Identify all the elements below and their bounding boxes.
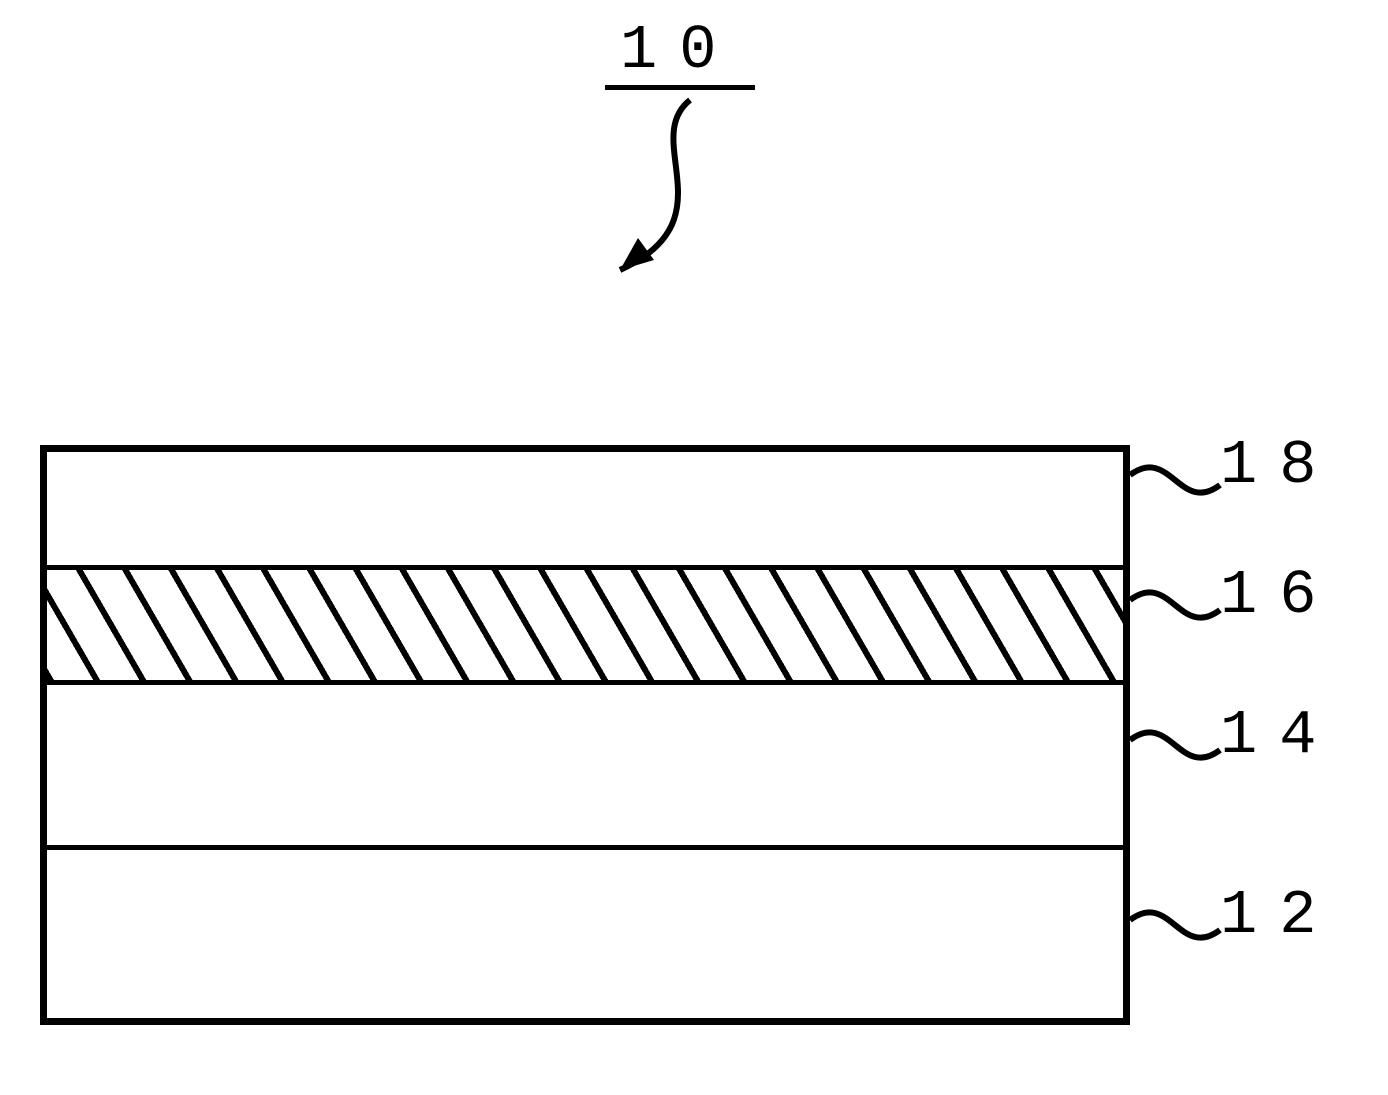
layer-label-16: 16 [1220, 560, 1338, 631]
layer-18 [40, 445, 1130, 565]
figure-canvas: 10 18 16 14 12 [0, 0, 1388, 1095]
layer-stack [40, 445, 1130, 1025]
leader-12 [1130, 912, 1220, 937]
pointer-arrowhead [620, 238, 654, 270]
leader-18 [1130, 467, 1220, 492]
layer-label-12: 12 [1220, 880, 1338, 951]
layer-label-18: 18 [1220, 430, 1338, 501]
layer-14 [40, 680, 1130, 845]
leader-14 [1130, 732, 1220, 757]
layer-16 [40, 565, 1130, 680]
layer-label-14: 14 [1220, 700, 1338, 771]
assembly-ref-label: 10 [620, 15, 738, 86]
pointer-curve [620, 100, 690, 270]
assembly-pointer-arrow [560, 90, 740, 300]
layer-12 [40, 845, 1130, 1025]
leader-lines [1125, 440, 1225, 1020]
leader-16 [1130, 592, 1220, 617]
